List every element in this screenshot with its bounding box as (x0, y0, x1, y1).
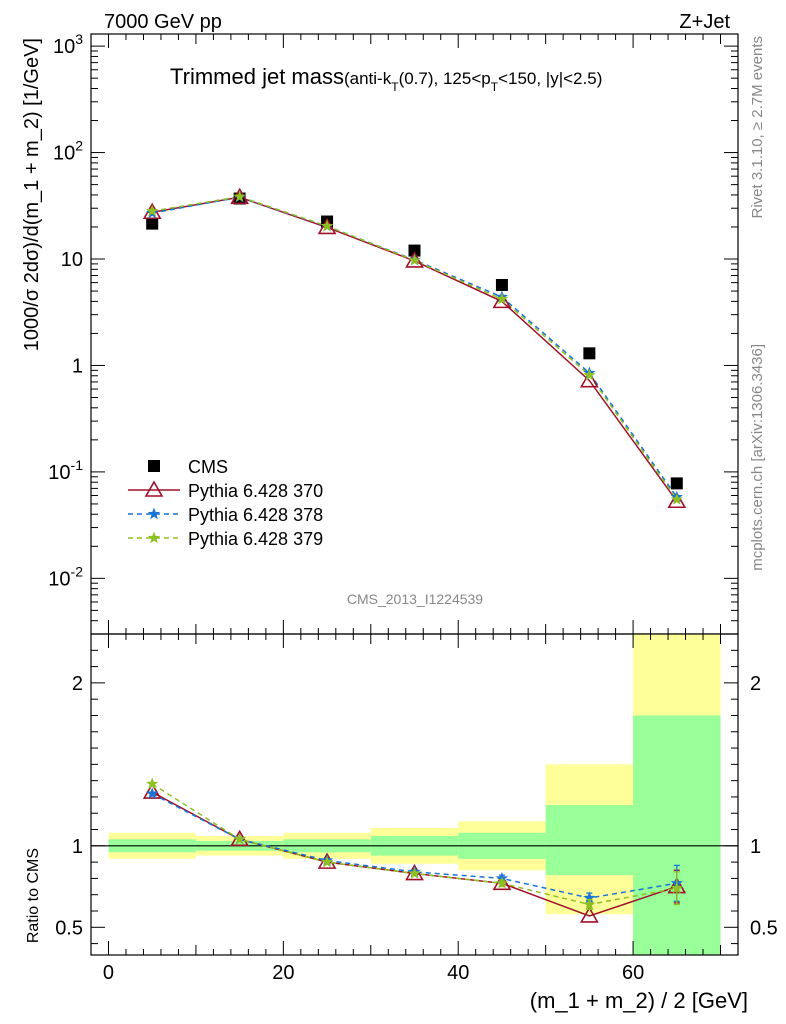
series-line-p370 (152, 196, 678, 502)
data-point-p379 (583, 368, 596, 381)
y-tick-exponent: -2 (71, 563, 84, 579)
x-tick-label: 0 (103, 962, 114, 984)
ratio-point-p379 (146, 777, 159, 790)
rivet-version-label: Rivet 3.1.10, ≥ 2.7M events (749, 36, 766, 219)
y-tick-exponent: 3 (75, 31, 83, 47)
ratio-y-tick-label: 0.5 (55, 917, 83, 939)
data-point-p379 (670, 493, 683, 505)
data-point-p370 (579, 371, 599, 388)
data-point-cms (408, 244, 421, 257)
ratio-point-p379 (495, 876, 509, 889)
y-tick-label: 103 (53, 31, 83, 58)
plot-title: Trimmed jet mass(anti-kT(0.7), 125<pT<15… (170, 64, 602, 94)
legend-label: Pythia 6.428 370 (188, 481, 323, 501)
ratio-y-tick-label: 2 (72, 673, 83, 695)
y-tick-exponent: 2 (75, 138, 83, 154)
ratio-band-inner (633, 715, 721, 955)
data-point-cms (495, 278, 508, 291)
x-tick-label: 60 (622, 962, 644, 984)
y-tick-label: 10-1 (48, 457, 83, 484)
ratio-point-p379 (233, 832, 246, 845)
data-point-p379 (233, 190, 246, 202)
legend: CMS Pythia 6.428 370 Pythia 6.428 378 Pythi… (128, 457, 323, 549)
data-point-p379 (320, 219, 334, 232)
ratio-plot: 0 20 40 60 0.5 0.5 1 1 2 2 (55, 633, 778, 984)
y-tick-exponent: -1 (71, 457, 84, 473)
y-axis-label: 1000/σ 2dσ)/d(m_1 + m_2) [1/GeV] (21, 38, 43, 351)
data-point-p379 (146, 204, 159, 217)
data-point-cms (146, 217, 159, 230)
ratio-y-tick-label: 0.5 (750, 917, 778, 939)
y-tick-label: 10 (61, 249, 83, 271)
legend-label: Pythia 6.428 379 (188, 529, 323, 549)
data-point-p379 (495, 292, 509, 305)
ratio-point-p379 (670, 881, 683, 894)
ratio-point-p378 (146, 787, 159, 799)
data-point-p370 (492, 291, 512, 309)
y-tick-label: 10-2 (48, 563, 83, 590)
y-tick-label: 1 (72, 355, 83, 377)
legend-label: CMS (188, 457, 228, 477)
series-line-p378 (152, 196, 678, 498)
plot-title-main: Trimmed jet mass (170, 64, 344, 89)
ratio-point-p379 (408, 867, 421, 879)
series-line-p379 (152, 195, 678, 500)
ratio-y-tick-label: 2 (750, 673, 761, 695)
ratio-frame (90, 633, 739, 956)
legend-marker-p378 (147, 507, 161, 520)
x-axis-label: (m_1 + m_2) / 2 [GeV] (530, 988, 748, 1013)
legend-marker-cms (148, 460, 160, 472)
data-point-p370 (317, 217, 337, 235)
legend-marker-p370 (144, 480, 164, 497)
data-point-p379 (408, 253, 421, 266)
ratio-y-axis-label: Ratio to CMS (25, 848, 42, 943)
legend-label: Pythia 6.428 378 (188, 505, 323, 525)
ratio-point-p379 (320, 855, 334, 868)
ratio-y-tick-label: 1 (72, 836, 83, 858)
ratio-y-tick-label: 1 (750, 836, 761, 858)
legend-marker-p379 (147, 531, 161, 544)
data-point-p370 (667, 491, 687, 509)
data-point-cms (583, 347, 596, 360)
y-tick-label: 102 (53, 138, 83, 165)
main-plot: 10-2 10-1 1 10 102 103 (48, 31, 739, 635)
analysis-watermark: CMS_2013_I1224539 (347, 591, 483, 607)
plot-title-detail: (anti-kT(0.7), 125<pT<150, |y|<2.5) (344, 69, 602, 94)
header-left: 7000 GeV pp (104, 11, 222, 33)
ratio-point-p370 (142, 782, 162, 799)
header-right: Z+Jet (679, 11, 730, 33)
ratio-band-inner (545, 805, 634, 876)
data-point-cms (670, 477, 683, 490)
mcplots-label: mcplots.cern.ch [arXiv:1306.3436] (749, 344, 766, 571)
ratio-point-p378 (583, 891, 596, 904)
x-tick-label: 40 (447, 962, 469, 984)
ratio-point-p370 (579, 906, 599, 923)
x-tick-label: 20 (272, 962, 294, 984)
ratio-point-p379 (583, 897, 596, 910)
